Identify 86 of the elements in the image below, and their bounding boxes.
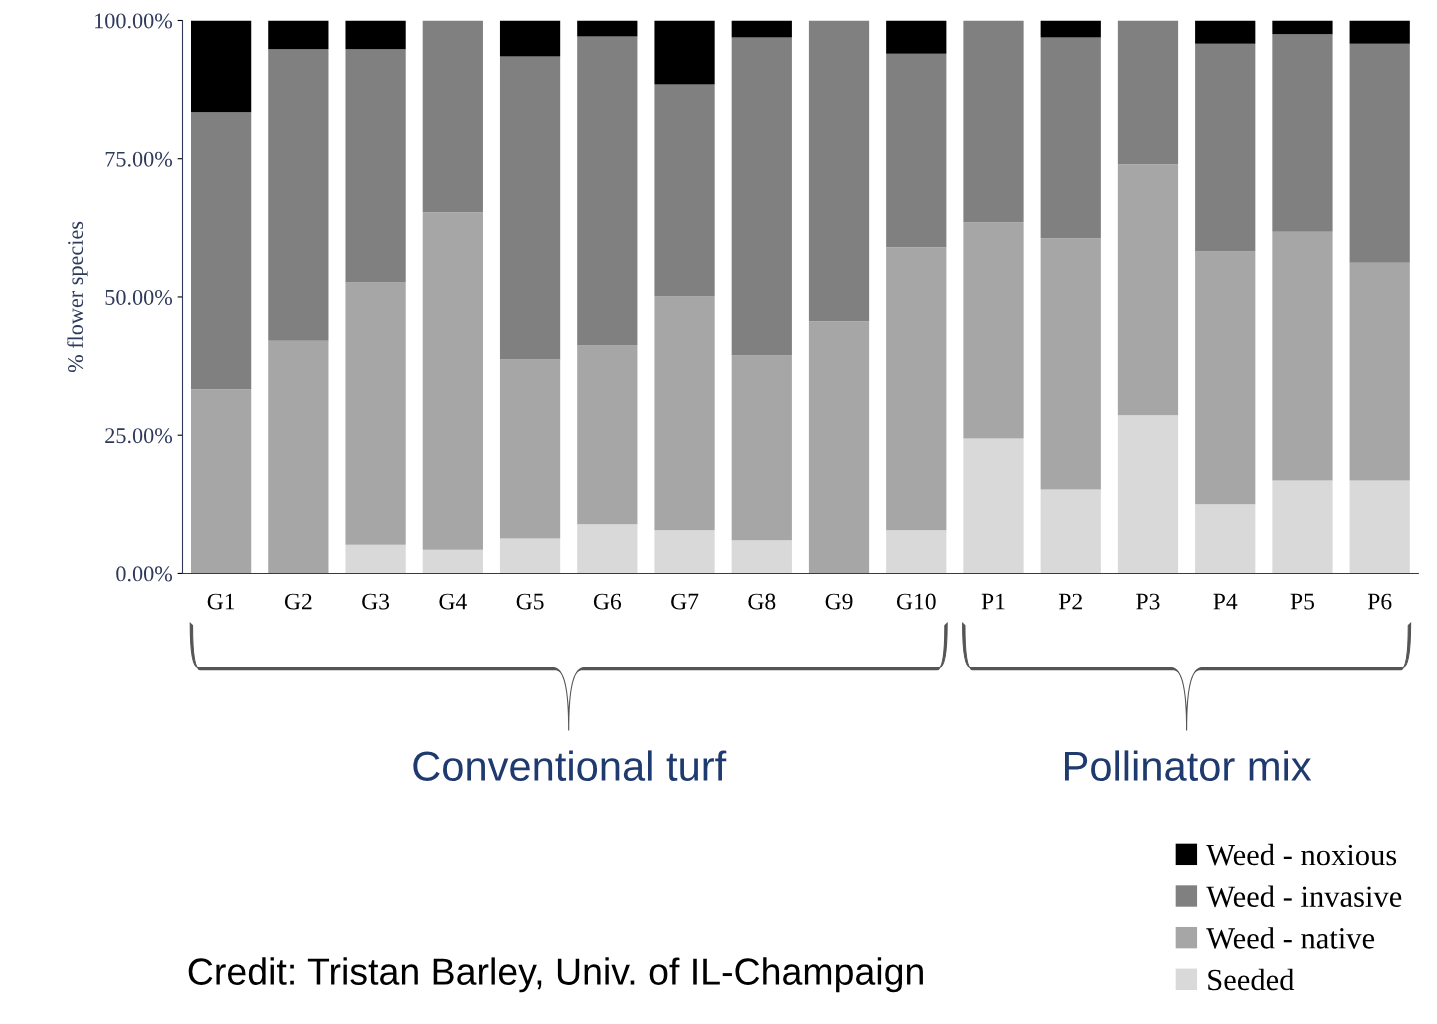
- legend-label: Weed - native: [1206, 927, 1375, 949]
- x-tick-label: P5: [1290, 593, 1315, 610]
- bar: [1040, 489, 1101, 574]
- bar: [1195, 504, 1256, 574]
- bar: [191, 20, 252, 113]
- bar: [731, 37, 792, 356]
- bar: [1040, 238, 1101, 490]
- bar: [1117, 415, 1179, 574]
- bar: [1349, 262, 1410, 481]
- text: Conventional turf: [413, 750, 727, 781]
- y-axis-title: % flower species: [67, 221, 88, 373]
- x-tick-label: G1: [207, 593, 235, 610]
- bar: [577, 20, 638, 37]
- bar: [808, 321, 870, 574]
- bar: [963, 222, 1024, 439]
- bar: [1272, 34, 1333, 232]
- bar: [268, 340, 329, 574]
- x-tick-label: P2: [1058, 593, 1082, 610]
- bar: [963, 438, 1024, 574]
- x-tick-label: G5: [516, 593, 544, 610]
- x-tick-label: G8: [748, 593, 776, 610]
- text: Credit: Tristan Barley, Univ. of IL-Champaign: [188, 957, 923, 993]
- bar: [654, 20, 715, 85]
- bar: [268, 20, 329, 50]
- bar: [886, 20, 947, 54]
- bar: [654, 530, 715, 574]
- bar: [731, 540, 792, 574]
- bar: [499, 538, 561, 574]
- x-tick-label: P3: [1136, 593, 1160, 610]
- x-tick-label: G2: [284, 593, 312, 610]
- bar: [499, 20, 561, 57]
- x-tick-label: G3: [362, 593, 390, 610]
- bar: [499, 359, 561, 539]
- bar: [963, 20, 1024, 223]
- bar: [1117, 164, 1179, 416]
- x-tick-label: G4: [439, 593, 467, 610]
- text: Pollinator mix: [1064, 750, 1312, 781]
- x-tick-label: G9: [825, 593, 853, 610]
- y-tick-label: 25.00%: [105, 428, 173, 444]
- bar: [1349, 20, 1410, 44]
- bar: [577, 36, 638, 346]
- bar: [731, 20, 792, 38]
- bar: [422, 549, 483, 574]
- bar: [886, 247, 947, 531]
- legend-label: Seeded: [1208, 968, 1295, 991]
- bar: [1272, 231, 1333, 481]
- x-tick-label: G6: [593, 593, 622, 610]
- bar: [191, 389, 252, 574]
- bar: [886, 530, 947, 574]
- bar: [1349, 480, 1410, 574]
- bar: [345, 20, 406, 50]
- legend-label: Weed - noxious: [1206, 843, 1397, 866]
- bar: [1195, 43, 1256, 252]
- y-tick-label: 0.00%: [116, 566, 173, 582]
- y-tick-label: 75.00%: [105, 151, 173, 167]
- bar: [268, 49, 329, 341]
- bar: [1272, 20, 1333, 35]
- x-tick-label: G10: [896, 593, 936, 610]
- bar: [1040, 20, 1101, 38]
- bar: [499, 56, 561, 360]
- bar: [1040, 37, 1101, 239]
- bar: [1195, 251, 1256, 505]
- x-tick-label: P4: [1213, 593, 1238, 610]
- x-tick-label: P6: [1367, 593, 1392, 610]
- y-tick-label: 50.00%: [105, 289, 173, 305]
- bar: [1195, 20, 1256, 44]
- bar: [191, 112, 252, 390]
- bar: [577, 524, 638, 574]
- bar: [577, 345, 638, 525]
- bar: [345, 282, 406, 545]
- bar: [886, 53, 947, 248]
- bar: [345, 544, 406, 574]
- y-tick-label: 100.00%: [95, 13, 173, 29]
- bar: [654, 296, 715, 531]
- bar: [422, 20, 483, 213]
- bar: [1272, 480, 1333, 574]
- bar: [654, 84, 715, 297]
- x-tick-label: G7: [671, 593, 699, 610]
- bar: [731, 355, 792, 541]
- bar: [345, 49, 406, 283]
- x-tick-label: P1: [981, 593, 1005, 610]
- legend-label: Weed - invasive: [1206, 885, 1402, 908]
- bar: [808, 20, 870, 322]
- bar: [1349, 43, 1410, 263]
- bar: [1117, 20, 1179, 165]
- bar: [422, 212, 483, 550]
